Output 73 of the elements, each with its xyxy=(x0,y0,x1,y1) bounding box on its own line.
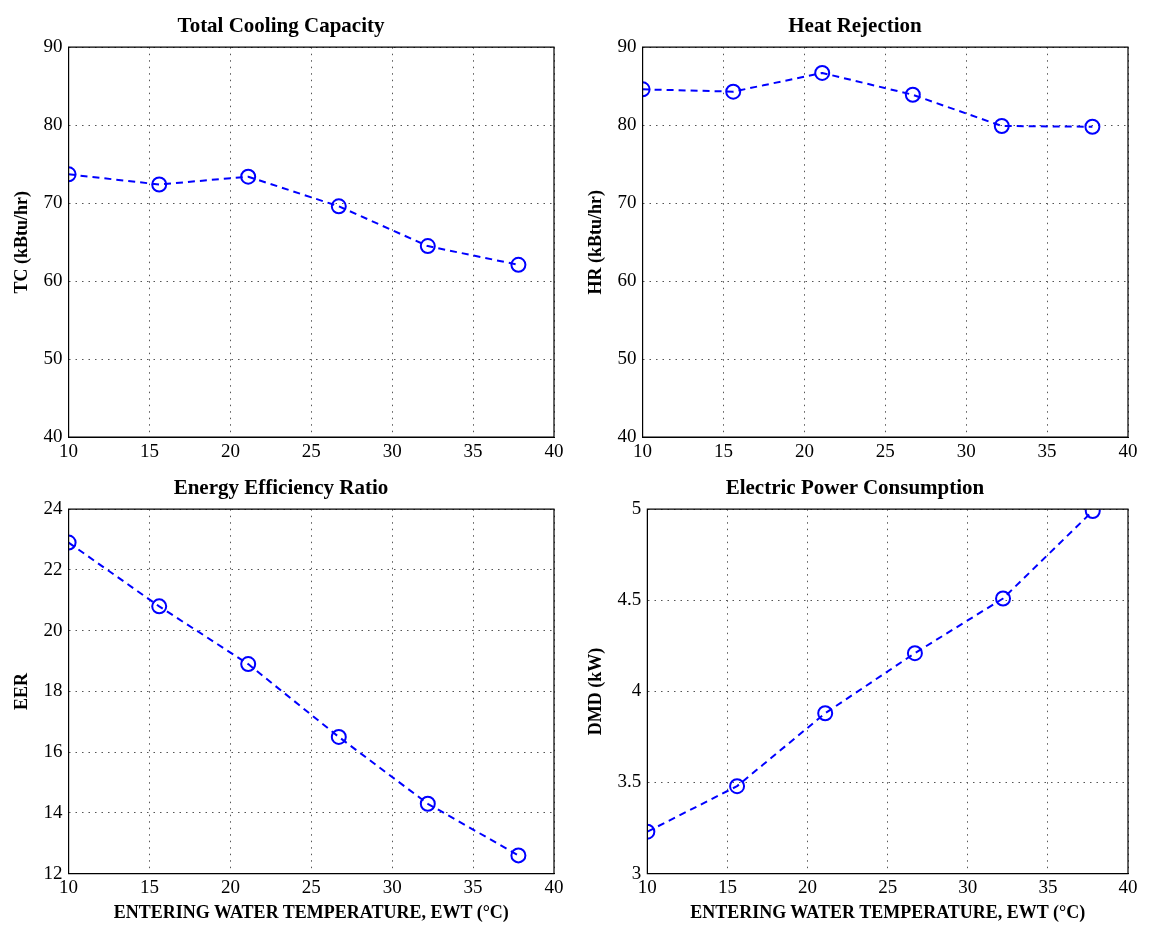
x-tick-label: 35 xyxy=(463,439,483,461)
y-tick-label: 22 xyxy=(43,557,63,579)
y-tick-label: 80 xyxy=(43,113,63,135)
y-tick-label: 4.5 xyxy=(617,588,642,610)
point xyxy=(904,86,921,103)
x-tick-label: 15 xyxy=(717,875,737,897)
point xyxy=(240,168,257,185)
point xyxy=(993,117,1010,134)
x-tick-label: 35 xyxy=(463,875,483,897)
x-tick-label: 40 xyxy=(1118,875,1138,897)
x-tick-label: 20 xyxy=(220,875,240,897)
point xyxy=(510,847,527,864)
x-tick-label: 30 xyxy=(382,875,402,897)
chart-title: Total Cooling Capacity xyxy=(177,13,385,38)
x-tick-label: 30 xyxy=(382,439,402,461)
y-tick-label: 14 xyxy=(43,800,64,822)
x-tick-label: 40 xyxy=(1118,439,1138,461)
x-tick-label: 30 xyxy=(956,439,976,461)
point xyxy=(419,795,436,812)
chart-title: Energy Efficiency Ratio xyxy=(173,475,389,500)
y-tick-label: 70 xyxy=(617,191,637,213)
y-tick-label: 60 xyxy=(617,269,637,291)
y-tick-label: 80 xyxy=(617,113,637,135)
point xyxy=(814,64,831,81)
y-tick-label: 50 xyxy=(43,347,63,369)
point xyxy=(330,198,347,215)
y-tick-label: 24 xyxy=(43,497,64,519)
x-tick-label: 20 xyxy=(798,875,818,897)
x-tick-label: 25 xyxy=(301,875,321,897)
chart-title: Heat Rejection xyxy=(788,13,923,38)
y-tick-label: 16 xyxy=(43,740,63,762)
y-tick-label: 5 xyxy=(631,497,642,519)
y-tick-label: 4 xyxy=(631,679,642,701)
point xyxy=(240,656,257,673)
x-tick-label: 35 xyxy=(1038,875,1058,897)
point xyxy=(729,778,746,795)
y-axis-title: HR (kBtu/hr) xyxy=(585,189,607,295)
y-tick-label: 90 xyxy=(43,35,63,57)
x-axis-title: ENTERING WATER TEMPERATURE, EWT (°C) xyxy=(113,901,509,923)
point xyxy=(330,728,347,745)
y-tick-label: 3.5 xyxy=(617,770,642,792)
point xyxy=(419,238,436,255)
point xyxy=(151,176,168,193)
x-tick-label: 25 xyxy=(875,439,895,461)
x-tick-label: 15 xyxy=(140,439,159,461)
y-tick-label: 50 xyxy=(617,347,637,369)
y-axis-title: EER xyxy=(11,671,32,710)
y-tick-label: 20 xyxy=(43,618,63,640)
x-tick-label: 15 xyxy=(714,439,733,461)
point xyxy=(510,256,527,273)
point xyxy=(151,598,168,615)
point xyxy=(906,645,923,662)
x-tick-label: 40 xyxy=(544,439,564,461)
y-tick-label: 60 xyxy=(43,269,63,291)
x-tick-label: 25 xyxy=(878,875,898,897)
y-axis-title: TC (kBtu/hr) xyxy=(11,190,33,294)
x-tick-label: 20 xyxy=(220,439,240,461)
point xyxy=(1084,118,1101,135)
x-tick-label: 20 xyxy=(794,439,814,461)
y-tick-label: 18 xyxy=(43,679,63,701)
point xyxy=(725,83,742,100)
x-tick-label: 15 xyxy=(140,875,159,897)
point xyxy=(817,705,834,722)
x-tick-label: 25 xyxy=(301,439,321,461)
y-tick-label: 70 xyxy=(43,191,63,213)
y-axis-title: DMD (kW) xyxy=(585,647,607,736)
x-tick-label: 30 xyxy=(958,875,978,897)
chart-title: Electric Power Consumption xyxy=(725,475,985,500)
x-axis-title: ENTERING WATER TEMPERATURE, EWT (°C) xyxy=(690,901,1086,923)
x-tick-label: 35 xyxy=(1037,439,1057,461)
y-tick-label: 90 xyxy=(617,35,637,57)
point xyxy=(995,590,1012,607)
x-tick-label: 40 xyxy=(544,875,564,897)
